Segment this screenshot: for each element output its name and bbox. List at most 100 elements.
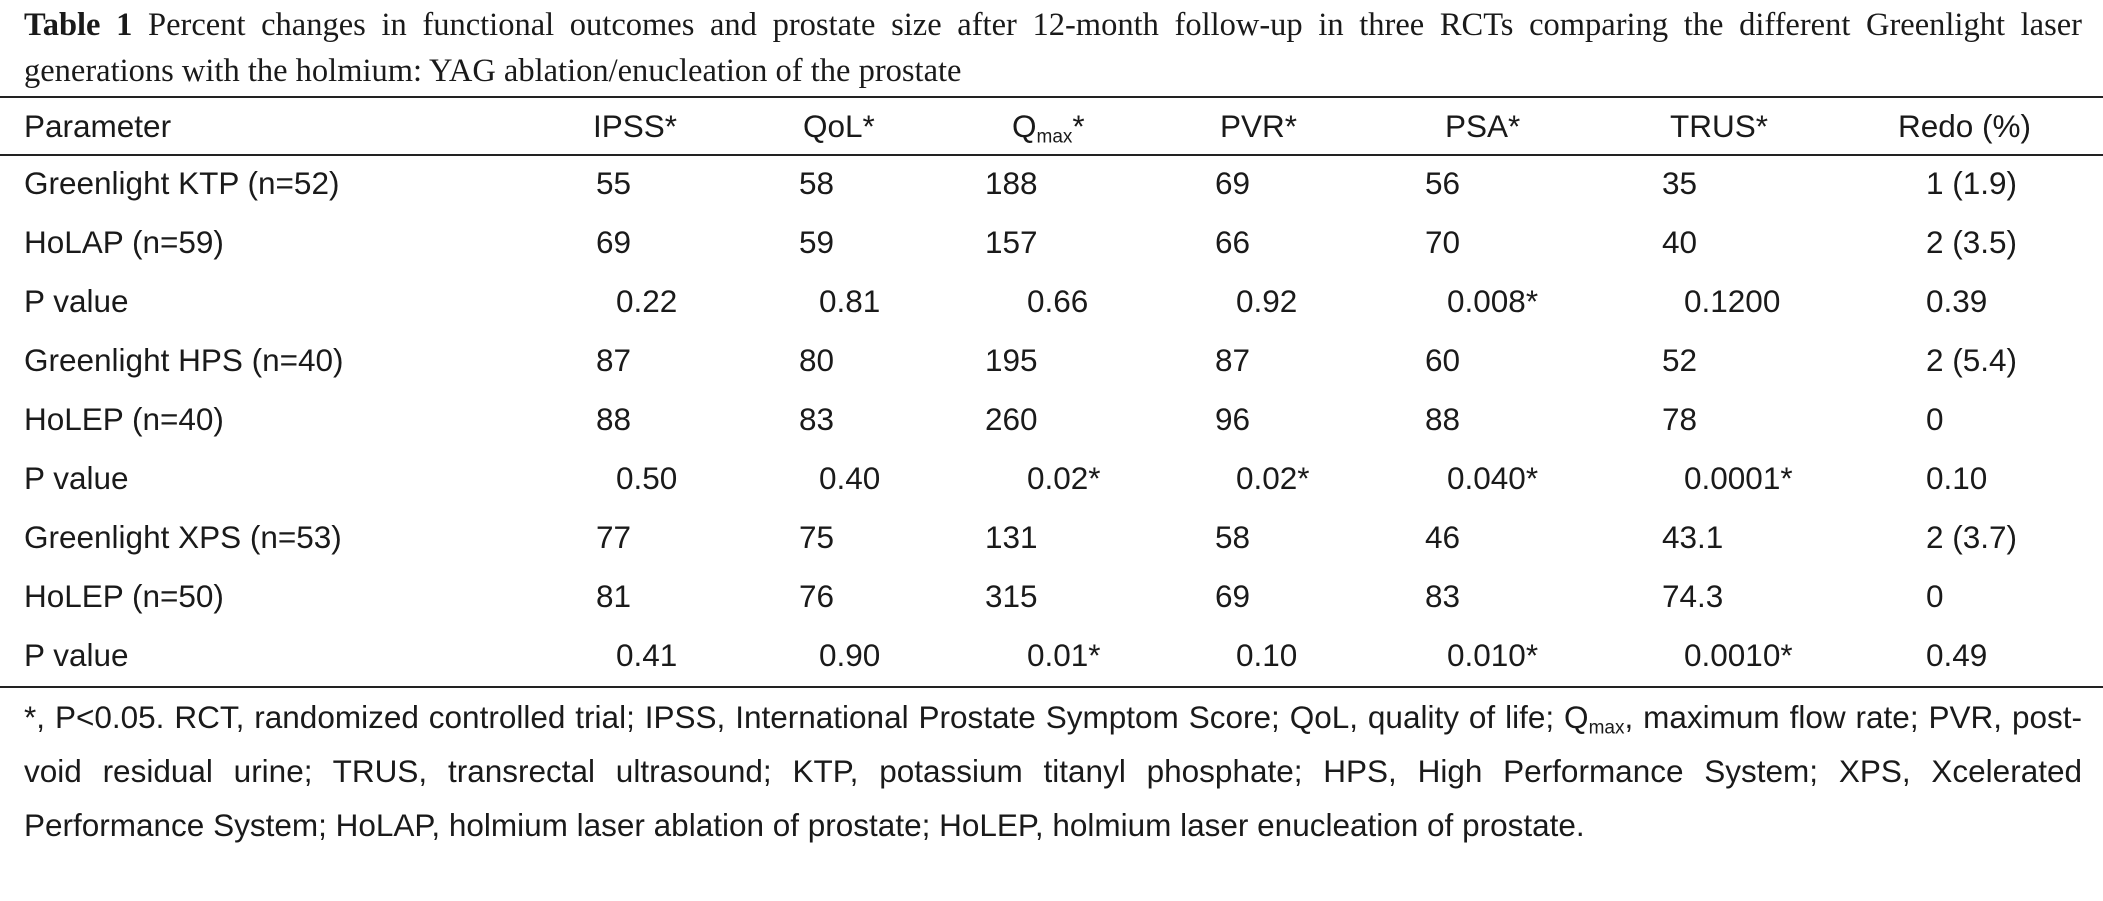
cell-parameter: HoLEP (n=50) [24,578,224,614]
cell-parameter: P value [24,460,129,496]
cell-pvr: 58 [1215,519,1251,555]
top-rule [0,96,2103,98]
header-qol: QoL* [803,108,875,144]
table-row: Greenlight HPS (n=40) 87 80 195 87 60 52 2 (5.4… [0,331,2103,390]
cell-qmax: 131 [985,519,1038,555]
cell-redo: 0.49 [1926,637,1988,673]
table-caption-text: Percent changes in functional outcomes a… [24,7,2082,89]
cell-pvr: 69 [1215,578,1251,614]
footnote-text-1: *, P<0.05. RCT, randomized controlled tr… [24,699,1589,735]
table-row: P value 0.50 0.40 0.02* 0.02* 0.040* 0.0001* 0.… [0,449,2103,508]
cell-redo: 0 [1926,578,1944,614]
header-rule [0,154,2103,156]
cell-ipss: 0.41 [616,637,678,673]
cell-ipss: 0.50 [616,460,678,496]
cell-psa: 56 [1425,165,1461,201]
cell-redo: 0.39 [1926,283,1988,319]
cell-ipss: 88 [596,401,632,437]
cell-trus: 0.1200 [1684,283,1781,319]
cell-redo: 2 (3.7) [1926,519,2018,555]
cell-ipss: 0.22 [616,283,678,319]
table-row: P value 0.22 0.81 0.66 0.92 0.008* 0.1200 0.39 [0,272,2103,331]
header-qmax-main: Q [1012,108,1037,144]
cell-parameter: HoLEP (n=40) [24,401,224,437]
table-row: HoLEP (n=50) 81 76 315 69 83 74.3 0 [0,567,2103,626]
cell-trus: 0.0010* [1684,637,1793,673]
cell-qol: 0.81 [819,283,881,319]
cell-ipss: 69 [596,224,632,260]
cell-qmax: 0.02* [1027,460,1101,496]
cell-qmax: 188 [985,165,1038,201]
cell-ipss: 77 [596,519,632,555]
cell-parameter: Greenlight KTP (n=52) [24,165,340,201]
table-row: HoLEP (n=40) 88 83 260 96 88 78 0 [0,390,2103,449]
cell-qmax: 195 [985,342,1038,378]
cell-ipss: 87 [596,342,632,378]
bottom-rule [0,686,2103,688]
cell-parameter: P value [24,637,129,673]
cell-psa: 70 [1425,224,1461,260]
cell-trus: 43.1 [1662,519,1724,555]
cell-qmax: 260 [985,401,1038,437]
header-qmax: Qmax* [1012,99,1085,154]
cell-pvr: 66 [1215,224,1251,260]
cell-pvr: 87 [1215,342,1251,378]
header-trus: TRUS* [1670,108,1769,144]
header-ipss: IPSS* [593,108,678,144]
cell-trus: 74.3 [1662,578,1724,614]
cell-ipss: 81 [596,578,632,614]
header-parameter: Parameter [24,108,172,144]
table-header-row: Parameter IPSS* QoL* Qmax* PVR* PSA* TRU… [0,99,2103,154]
cell-pvr: 96 [1215,401,1251,437]
cell-qmax: 315 [985,578,1038,614]
results-table: Parameter IPSS* QoL* Qmax* PVR* PSA* TRU… [0,99,2103,685]
table-row: Greenlight KTP (n=52) 55 58 188 69 56 35 1 (1.9… [0,154,2103,213]
cell-redo: 1 (1.9) [1926,165,2018,201]
cell-ipss: 55 [596,165,632,201]
cell-qol: 58 [799,165,835,201]
cell-redo: 0 [1926,401,1944,437]
cell-pvr: 69 [1215,165,1251,201]
cell-psa: 83 [1425,578,1461,614]
table-row: HoLAP (n=59) 69 59 157 66 70 40 2 (3.5) [0,213,2103,272]
cell-psa: 0.010* [1447,637,1539,673]
header-psa: PSA* [1445,108,1521,144]
footnote-qmax-sub: max [1588,717,1625,739]
cell-pvr: 0.10 [1236,637,1298,673]
cell-qol: 59 [799,224,835,260]
cell-psa: 60 [1425,342,1461,378]
cell-qol: 80 [799,342,835,378]
cell-qol: 75 [799,519,835,555]
cell-psa: 0.040* [1447,460,1539,496]
cell-parameter: Greenlight XPS (n=53) [24,519,342,555]
cell-qol: 76 [799,578,835,614]
table-caption: Table 1 Percent changes in functional ou… [24,2,2082,94]
table-body: Greenlight KTP (n=52) 55 58 188 69 56 35 1 (1.9… [0,154,2103,685]
footnote-text-2: , maximum flow rate; PVR, post-void resi… [24,699,2082,843]
cell-qmax: 0.01* [1027,637,1101,673]
cell-psa: 88 [1425,401,1461,437]
cell-psa: 0.008* [1447,283,1539,319]
cell-trus: 40 [1662,224,1698,260]
cell-pvr: 0.92 [1236,283,1298,319]
cell-qol: 0.90 [819,637,881,673]
cell-redo: 0.10 [1926,460,1988,496]
header-qmax-sub: max [1036,126,1073,148]
cell-qol: 0.40 [819,460,881,496]
cell-psa: 46 [1425,519,1461,555]
cell-parameter: HoLAP (n=59) [24,224,224,260]
cell-trus: 0.0001* [1684,460,1793,496]
cell-redo: 2 (5.4) [1926,342,2018,378]
cell-trus: 35 [1662,165,1698,201]
table-footnote: *, P<0.05. RCT, randomized controlled tr… [24,690,2082,852]
cell-trus: 52 [1662,342,1698,378]
cell-qmax: 0.66 [1027,283,1089,319]
cell-redo: 2 (3.5) [1926,224,2018,260]
table-row: Greenlight XPS (n=53) 77 75 131 58 46 43.1 2 (3… [0,508,2103,567]
cell-parameter: P value [24,283,129,319]
table-label: Table 1 [24,7,133,43]
cell-trus: 78 [1662,401,1698,437]
header-qmax-star: * [1072,108,1085,144]
table-row: P value 0.41 0.90 0.01* 0.10 0.010* 0.0010* 0.4… [0,626,2103,685]
cell-qol: 83 [799,401,835,437]
